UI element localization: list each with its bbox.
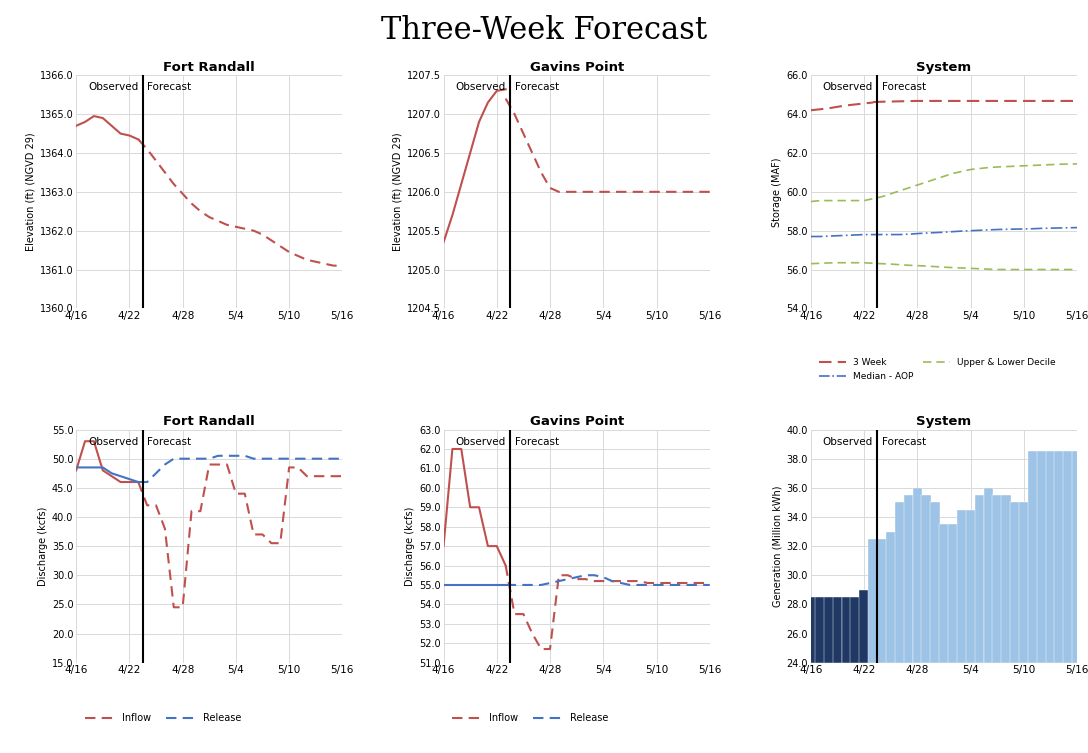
Bar [975, 495, 985, 663]
Title: Fort Randall: Fort Randall [163, 416, 256, 428]
Text: Forecast: Forecast [882, 82, 926, 93]
Text: Observed: Observed [456, 82, 506, 93]
Bar [984, 488, 993, 663]
Bar [815, 597, 825, 663]
Bar [1028, 451, 1038, 663]
Legend: 3 Week, Median - AOP, Upper & Lower Decile: 3 Week, Median - AOP, Upper & Lower Deci… [815, 355, 1060, 385]
Text: Forecast: Forecast [882, 437, 926, 447]
Text: Forecast: Forecast [515, 82, 558, 93]
Legend: Inflow, Release: Inflow, Release [448, 709, 613, 727]
Bar [868, 539, 878, 663]
Bar [886, 532, 895, 663]
Bar [860, 590, 869, 663]
Bar [877, 539, 887, 663]
Text: Observed: Observed [88, 437, 138, 447]
Y-axis label: Generation (Million kWh): Generation (Million kWh) [772, 486, 782, 607]
Bar [1054, 451, 1064, 663]
Bar [824, 597, 833, 663]
Bar [1001, 495, 1011, 663]
Bar [806, 597, 816, 663]
Text: Observed: Observed [456, 437, 506, 447]
Title: System: System [916, 416, 972, 428]
Title: Gavins Point: Gavins Point [530, 416, 623, 428]
Bar [904, 495, 914, 663]
Y-axis label: Elevation (ft) (NGVD 29): Elevation (ft) (NGVD 29) [393, 133, 403, 252]
Bar [832, 597, 842, 663]
Text: Observed: Observed [88, 82, 138, 93]
Bar [913, 488, 923, 663]
Bar [1046, 451, 1055, 663]
Y-axis label: Discharge (kcfs): Discharge (kcfs) [405, 507, 415, 586]
Text: Observed: Observed [823, 437, 873, 447]
Bar [1037, 451, 1047, 663]
Y-axis label: Storage (MAF): Storage (MAF) [772, 157, 782, 227]
Bar [939, 524, 949, 663]
Bar [956, 510, 966, 663]
Bar [1010, 502, 1019, 663]
Text: Forecast: Forecast [147, 82, 191, 93]
Bar [841, 597, 851, 663]
Text: Observed: Observed [823, 82, 873, 93]
Bar [1063, 451, 1073, 663]
Title: Gavins Point: Gavins Point [530, 61, 623, 74]
Title: Fort Randall: Fort Randall [163, 61, 256, 74]
Bar [922, 495, 931, 663]
Bar [851, 597, 861, 663]
Text: Forecast: Forecast [515, 437, 558, 447]
Bar [1019, 502, 1029, 663]
Y-axis label: Elevation (ft) (NGVD 29): Elevation (ft) (NGVD 29) [25, 133, 36, 252]
Bar [966, 510, 976, 663]
Bar [930, 502, 940, 663]
Bar [948, 524, 957, 663]
Y-axis label: Discharge (kcfs): Discharge (kcfs) [38, 507, 48, 586]
Bar [992, 495, 1002, 663]
Legend: Inflow, Release: Inflow, Release [81, 709, 245, 727]
Text: Three-Week Forecast: Three-Week Forecast [381, 15, 707, 46]
Bar [894, 502, 904, 663]
Title: System: System [916, 61, 972, 74]
Bar [1073, 451, 1081, 663]
Text: Forecast: Forecast [147, 437, 191, 447]
